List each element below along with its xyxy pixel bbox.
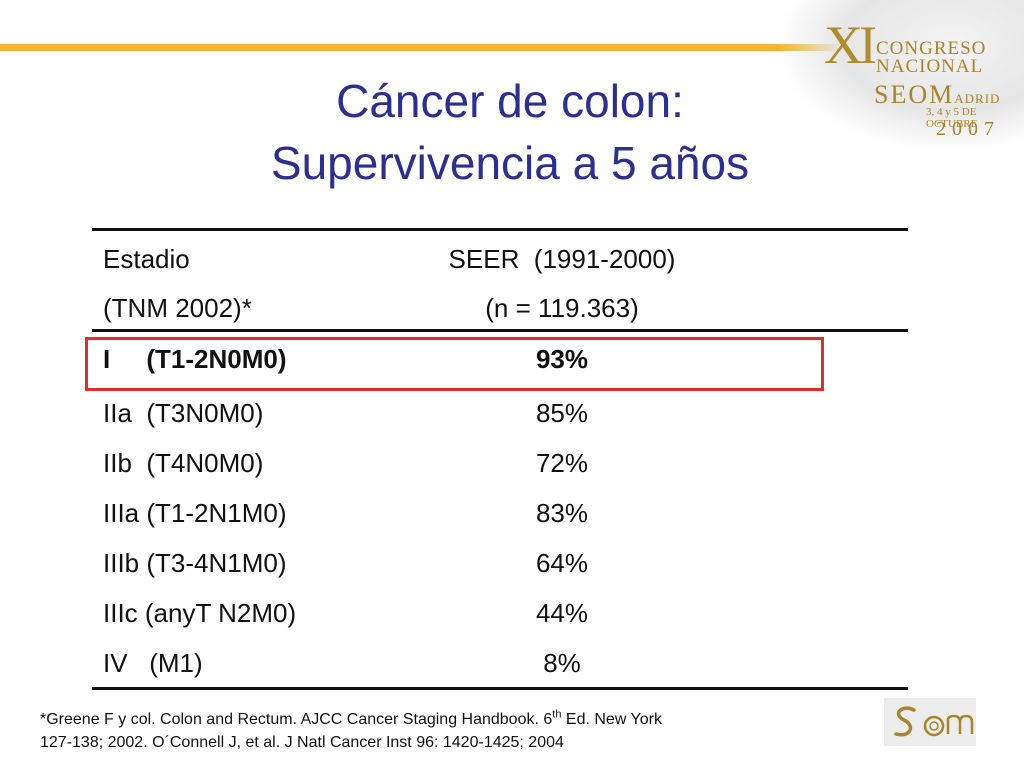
footnote-part-1: *Greene F y col. Colon and Rectum. AJCC … [40,711,553,728]
logo-city-text: ADRID [954,91,1001,106]
header-stage-sub: (TNM 2002)* [103,293,252,323]
header-seer: SEER (1991-2000) [448,244,676,274]
footnote-part-2: Ed. New York [561,711,662,728]
logo-year: 2007 [936,118,1000,140]
header-stage: Estadio [103,244,190,274]
footnote-line-1: *Greene F y col. Colon and Rectum. AJCC … [40,708,900,731]
row-value: 64% [535,548,589,578]
row-value: 85% [535,398,589,428]
footnote-superscript: th [552,708,562,721]
row-stage: IIb (T4N0M0) [103,448,264,478]
title-line-1: Cáncer de colon: [336,75,684,127]
top-accent-rule [0,44,880,51]
row-value: 72% [535,448,589,478]
row-stage: IIa (T3N0M0) [103,398,264,428]
logo-seom-text: SEOM [874,80,955,109]
row-value: 44% [535,598,589,628]
table-top-rule [92,228,908,231]
row-stage: IV (M1) [103,648,203,678]
logo-line-seom: SEOMADRID [874,80,1000,110]
highlight-box [85,337,824,391]
congress-logo: XI CONGRESO NACIONAL SEOMADRID 3, 4 y 5 … [780,0,1024,150]
logo-background [780,0,1024,150]
row-value: 8% [543,648,581,678]
logo-line-congreso: CONGRESO [876,38,987,59]
row-stage: IIIb (T3-4N1M0) [103,548,287,578]
table-bottom-rule [92,687,908,690]
header-seer-sub: (n = 119.363) [485,293,639,323]
footnote: *Greene F y col. Colon and Rectum. AJCC … [40,708,900,754]
society-logo-icon [884,698,976,746]
row-value: 93% [535,344,589,374]
slide-title: Cáncer de colon: Supervivencia a 5 años [150,70,870,194]
logo-line-nacional: NACIONAL [876,56,984,77]
table-header-rule [92,329,908,332]
row-value: 83% [535,498,589,528]
row-stage: I (T1-2N0M0) [103,344,287,374]
title-line-2: Supervivencia a 5 años [270,137,750,189]
logo-dates: 3, 4 y 5 DE OCTUBRE [926,106,978,130]
logo-roman-numeral: XI [824,15,877,75]
row-stage: IIIa (T1-2N1M0) [103,498,287,528]
footnote-line-2: 127-138; 2002. O´Connell J, et al. J Nat… [40,734,564,751]
row-stage: IIIc (anyT N2M0) [103,598,297,628]
